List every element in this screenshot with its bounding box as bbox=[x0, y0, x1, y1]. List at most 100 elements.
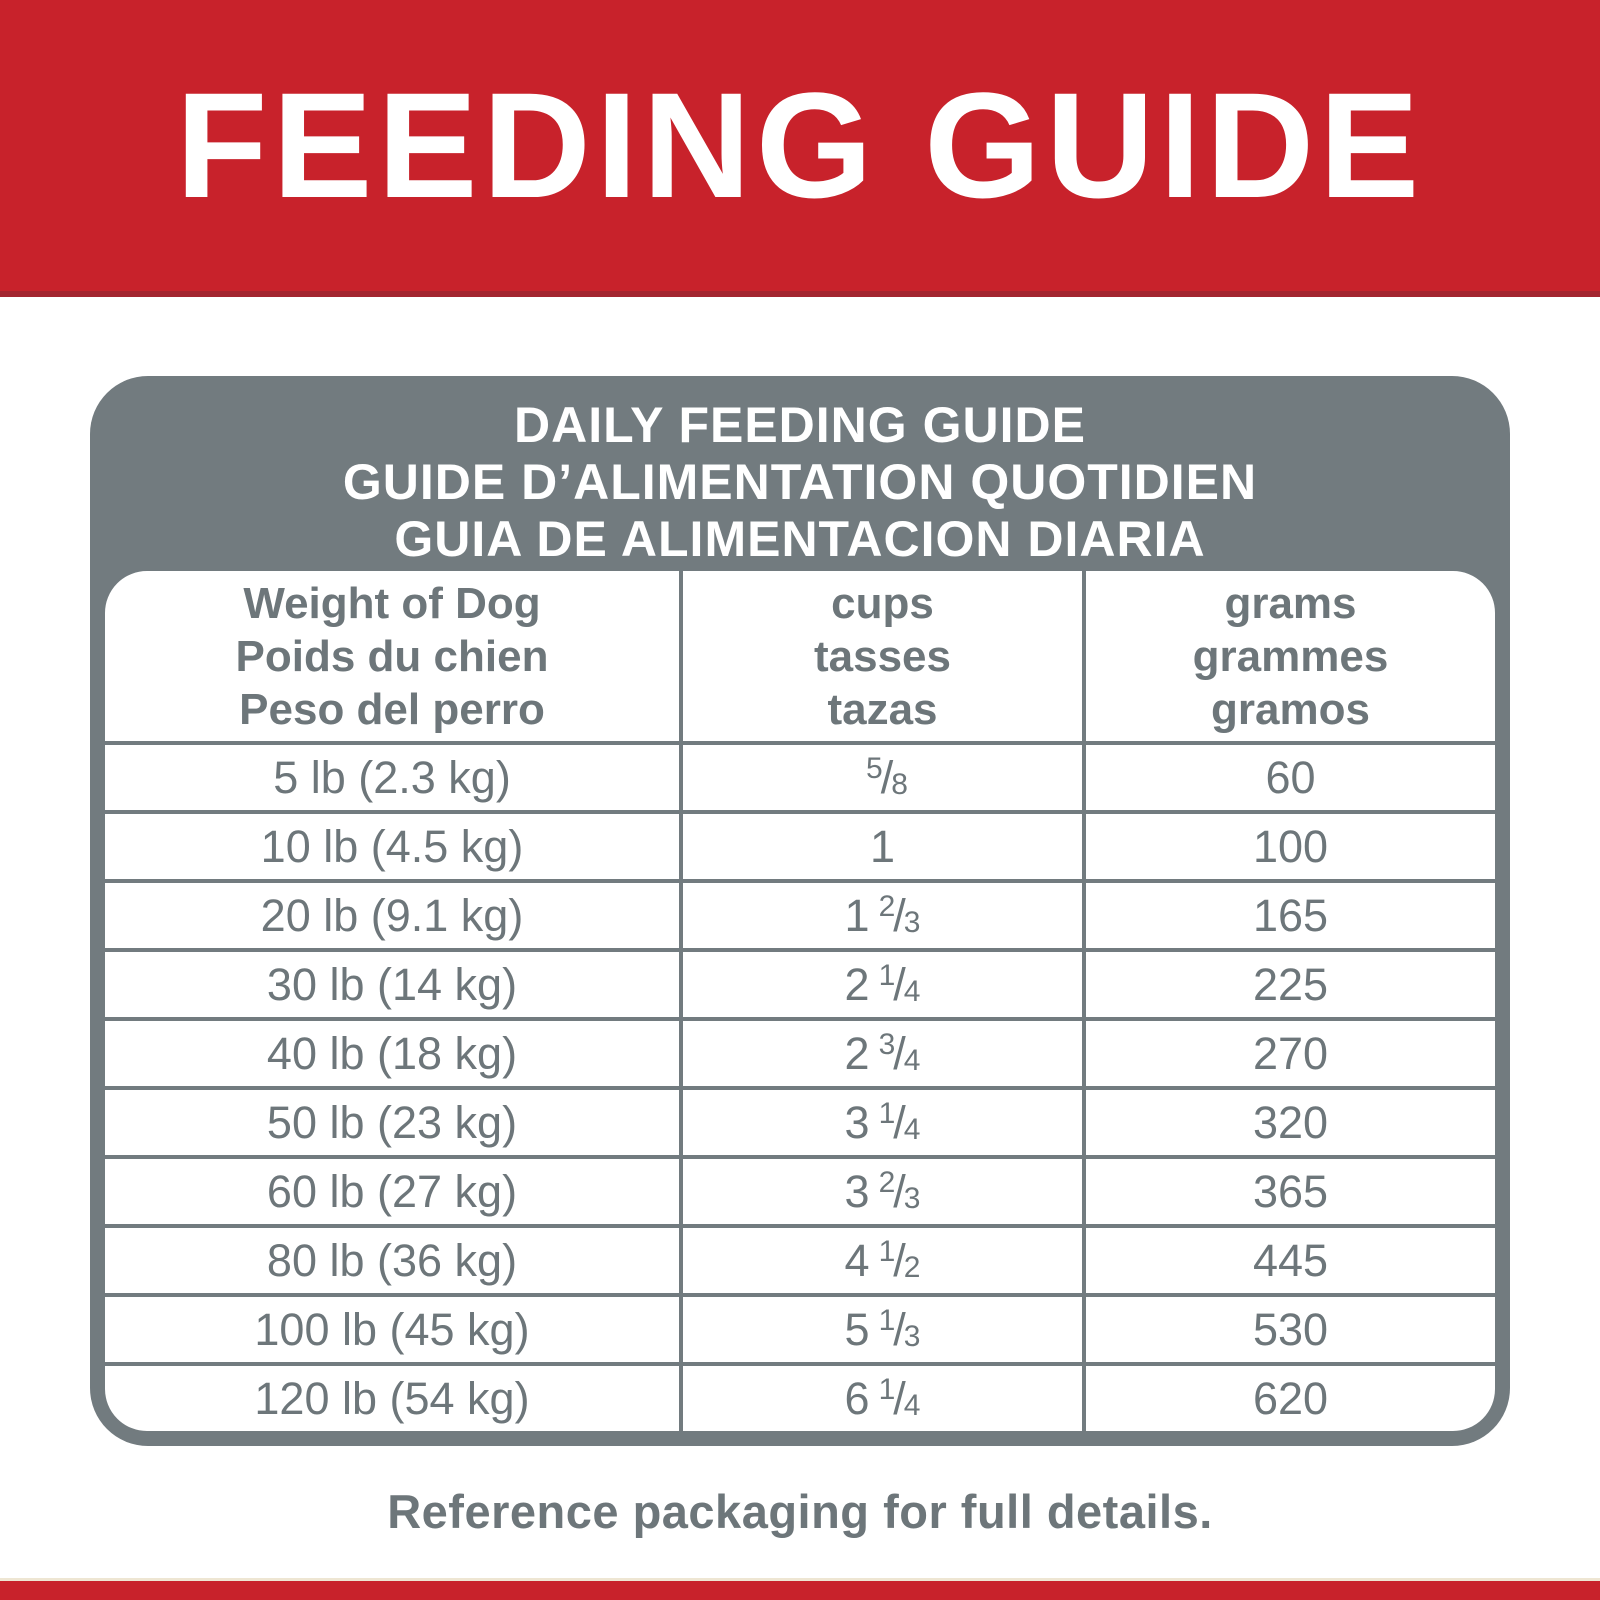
cups-whole: 2 bbox=[844, 958, 870, 1010]
cups-fraction-denominator: 3 bbox=[903, 1181, 921, 1215]
cups-fraction-numerator: 2 bbox=[878, 1165, 896, 1199]
banner-title: FEEDING GUIDE bbox=[175, 61, 1425, 229]
cups-fraction-denominator: 2 bbox=[903, 1250, 921, 1284]
cups-cell: 2 1/4 bbox=[681, 950, 1084, 1019]
footer-note: Reference packaging for full details. bbox=[387, 1485, 1213, 1538]
cups-fraction-slash: / bbox=[893, 1234, 906, 1286]
col-header-cups-es: tazas bbox=[827, 684, 938, 734]
col-header-cups-en: cups bbox=[831, 578, 934, 628]
grams-cell: 320 bbox=[1084, 1088, 1497, 1157]
cups-fraction-slash: / bbox=[893, 1372, 906, 1424]
table-row: 30 lb (14 kg) 2 1/4 225 bbox=[103, 950, 1497, 1019]
weight-cell: 50 lb (23 kg) bbox=[103, 1088, 681, 1157]
cups-whole: 1 bbox=[869, 820, 896, 872]
cups-cell: 5/8 bbox=[681, 743, 1084, 812]
cups-cell: 1 2/3 bbox=[681, 881, 1084, 950]
weight-cell: 120 lb (54 kg) bbox=[103, 1364, 681, 1433]
daily-feeding-card: DAILY FEEDING GUIDE GUIDE D’ALIMENTATION… bbox=[90, 376, 1510, 1446]
cups-whole: 1 bbox=[844, 889, 870, 941]
col-header-cups-fr: tasses bbox=[813, 631, 951, 681]
cups-fraction-slash: / bbox=[880, 751, 894, 803]
grams-cell: 365 bbox=[1084, 1157, 1497, 1226]
cups-fraction-numerator: 1 bbox=[878, 1096, 896, 1130]
weight-cell: 100 lb (45 kg) bbox=[103, 1295, 681, 1364]
cups-fraction-slash: / bbox=[893, 1096, 906, 1148]
weight-cell: 10 lb (4.5 kg) bbox=[103, 812, 681, 881]
grams-cell: 445 bbox=[1084, 1226, 1497, 1295]
card-heading: DAILY FEEDING GUIDE GUIDE D’ALIMENTATION… bbox=[90, 376, 1510, 568]
table-row: 5 lb (2.3 kg) 5/8 60 bbox=[103, 743, 1497, 812]
col-header-weight: Weight of Dog Poids du chien Peso del pe… bbox=[103, 569, 681, 743]
weight-cell: 20 lb (9.1 kg) bbox=[103, 881, 681, 950]
card-heading-french: GUIDE D’ALIMENTATION QUOTIDIEN bbox=[342, 454, 1258, 510]
grams-cell: 270 bbox=[1084, 1019, 1497, 1088]
grams-cell: 165 bbox=[1084, 881, 1497, 950]
cups-fraction-denominator: 4 bbox=[903, 974, 921, 1008]
table-row: 40 lb (18 kg) 2 3/4 270 bbox=[103, 1019, 1497, 1088]
cups-cell: 3 1/4 bbox=[681, 1088, 1084, 1157]
cups-fraction-numerator: 1 bbox=[878, 1303, 896, 1337]
col-header-grams-es: gramos bbox=[1211, 684, 1370, 734]
cups-whole: 5 bbox=[844, 1303, 870, 1355]
cups-fraction-numerator: 5 bbox=[866, 751, 883, 785]
cups-whole: 3 bbox=[844, 1165, 870, 1217]
table-row: 100 lb (45 kg) 5 1/3 530 bbox=[103, 1295, 1497, 1364]
table-row: 50 lb (23 kg) 3 1/4 320 bbox=[103, 1088, 1497, 1157]
grams-cell: 530 bbox=[1084, 1295, 1497, 1364]
cups-fraction-denominator: 4 bbox=[903, 1112, 921, 1146]
cups-fraction-numerator: 1 bbox=[878, 1234, 896, 1268]
cups-fraction-denominator: 4 bbox=[903, 1388, 921, 1422]
col-header-weight-en: Weight of Dog bbox=[243, 578, 541, 628]
feeding-guide-banner: FEEDING GUIDE bbox=[0, 0, 1600, 297]
cups-fraction-numerator: 1 bbox=[878, 1372, 896, 1406]
cups-whole: 3 bbox=[844, 1096, 870, 1148]
cups-fraction-slash: / bbox=[893, 889, 906, 941]
cups-fraction-denominator: 3 bbox=[903, 905, 921, 939]
cups-cell: 4 1/2 bbox=[681, 1226, 1084, 1295]
grams-cell: 225 bbox=[1084, 950, 1497, 1019]
table-row: 60 lb (27 kg) 3 2/3 365 bbox=[103, 1157, 1497, 1226]
cups-fraction-slash: / bbox=[893, 958, 906, 1010]
feeding-table: Weight of Dog Poids du chien Peso del pe… bbox=[103, 569, 1497, 1433]
cups-fraction-numerator: 1 bbox=[878, 958, 896, 992]
weight-cell: 40 lb (18 kg) bbox=[103, 1019, 681, 1088]
cups-whole: 4 bbox=[844, 1234, 870, 1286]
cups-fraction-denominator: 4 bbox=[903, 1043, 921, 1077]
cups-fraction-numerator: 3 bbox=[878, 1027, 896, 1061]
card-heading-spanish: GUIA DE ALIMENTACION DIARIA bbox=[394, 511, 1206, 567]
cups-fraction-numerator: 2 bbox=[878, 889, 896, 923]
weight-cell: 5 lb (2.3 kg) bbox=[103, 743, 681, 812]
grams-cell: 60 bbox=[1084, 743, 1497, 812]
table-row: 10 lb (4.5 kg) 1 100 bbox=[103, 812, 1497, 881]
col-header-cups: cups tasses tazas bbox=[681, 569, 1084, 743]
card-heading-english: DAILY FEEDING GUIDE bbox=[514, 397, 1086, 453]
cups-cell: 1 bbox=[681, 812, 1084, 881]
table-row: 80 lb (36 kg) 4 1/2 445 bbox=[103, 1226, 1497, 1295]
grams-cell: 620 bbox=[1084, 1364, 1497, 1433]
grams-cell: 100 bbox=[1084, 812, 1497, 881]
weight-cell: 60 lb (27 kg) bbox=[103, 1157, 681, 1226]
col-header-grams-fr: grammes bbox=[1192, 631, 1389, 681]
cups-cell: 2 3/4 bbox=[681, 1019, 1084, 1088]
cups-whole: 6 bbox=[844, 1372, 870, 1424]
col-header-weight-fr: Poids du chien bbox=[235, 631, 549, 681]
cups-cell: 5 1/3 bbox=[681, 1295, 1084, 1364]
weight-cell: 30 lb (14 kg) bbox=[103, 950, 681, 1019]
cups-fraction-denominator: 3 bbox=[903, 1319, 921, 1353]
feeding-table-body: 5 lb (2.3 kg) 5/8 60 10 lb (4.5 kg) 1 100 20 l… bbox=[103, 743, 1497, 1433]
cups-fraction-denominator: 8 bbox=[891, 767, 908, 801]
cups-cell: 3 2/3 bbox=[681, 1157, 1084, 1226]
col-header-grams-en: grams bbox=[1224, 578, 1357, 628]
cups-fraction-slash: / bbox=[893, 1165, 906, 1217]
cups-fraction-slash: / bbox=[893, 1027, 906, 1079]
weight-cell: 80 lb (36 kg) bbox=[103, 1226, 681, 1295]
bottom-red-bar bbox=[0, 1578, 1600, 1600]
feeding-table-header-row: Weight of Dog Poids du chien Peso del pe… bbox=[103, 569, 1497, 743]
table-row: 20 lb (9.1 kg) 1 2/3 165 bbox=[103, 881, 1497, 950]
cups-fraction-slash: / bbox=[893, 1303, 906, 1355]
cups-cell: 6 1/4 bbox=[681, 1364, 1084, 1433]
col-header-weight-es: Peso del perro bbox=[239, 684, 545, 734]
table-row: 120 lb (54 kg) 6 1/4 620 bbox=[103, 1364, 1497, 1433]
col-header-grams: grams grammes gramos bbox=[1084, 569, 1497, 743]
cups-whole: 2 bbox=[844, 1027, 870, 1079]
